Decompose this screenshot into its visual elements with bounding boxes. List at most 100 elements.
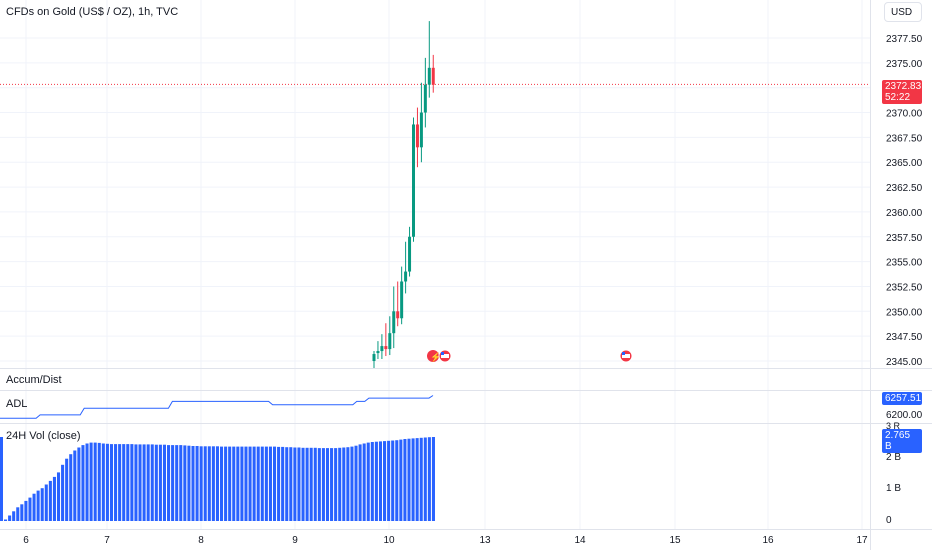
candle[interactable]	[372, 351, 376, 368]
volume-bar	[142, 444, 146, 521]
accum-dist-title[interactable]: Accum/Dist	[6, 374, 62, 386]
candle[interactable]	[396, 281, 400, 327]
candle-body	[408, 236, 412, 272]
candle[interactable]	[431, 54, 435, 93]
candle-body	[400, 281, 404, 319]
volume-bar	[366, 442, 370, 521]
time-axis-label: 9	[292, 535, 298, 546]
price-tick-label: 2377.50	[886, 34, 923, 45]
candle[interactable]	[384, 323, 388, 357]
volume-bar	[305, 447, 309, 521]
volume-bar	[73, 450, 77, 521]
volume-bar	[28, 497, 32, 521]
volume-bar	[56, 472, 61, 521]
candle-body	[396, 311, 400, 319]
currency-button[interactable]: USD	[884, 2, 922, 22]
volume-bar	[150, 444, 154, 521]
volume-bar	[297, 447, 301, 521]
candle[interactable]	[423, 57, 427, 128]
volume-bar	[362, 443, 366, 521]
us-flag-event-icon-stripe	[622, 354, 630, 358]
us-flag-event-icon-stripe	[441, 354, 449, 358]
volume-bar	[52, 476, 56, 521]
volume-bar	[40, 488, 44, 521]
candle[interactable]	[388, 316, 392, 356]
candle[interactable]	[419, 82, 423, 163]
adl-partial-tick-label: 3 R	[886, 421, 901, 431]
volume-bar	[407, 438, 411, 521]
volume-bar	[342, 447, 346, 521]
volume-bar	[114, 444, 118, 521]
price-tick-label: 2347.50	[886, 332, 923, 343]
volume-bar	[354, 445, 358, 521]
price-tick-label: 2360.00	[886, 208, 923, 219]
volume-bar	[399, 439, 403, 521]
dividend-event-icon[interactable]	[427, 350, 439, 362]
time-axis-label: 17	[856, 535, 868, 546]
price-tick-label: 2362.50	[886, 183, 923, 194]
volume-bar	[105, 443, 109, 521]
candle[interactable]	[376, 341, 380, 360]
volume-bar	[65, 458, 69, 521]
time-axis-label: 14	[574, 535, 586, 546]
volume-bar	[44, 484, 48, 521]
candle-body	[380, 346, 384, 352]
candle-body	[427, 67, 431, 85]
volume-bar	[20, 504, 24, 521]
volume-bar	[93, 442, 97, 521]
volume-bar	[191, 446, 195, 521]
volume-bar	[374, 441, 378, 521]
volume-bar	[211, 446, 215, 521]
candle[interactable]	[415, 107, 419, 168]
volume-bar	[285, 447, 289, 521]
volume-bar	[8, 515, 12, 521]
volume-bar	[321, 448, 325, 521]
volume-bar	[81, 445, 85, 521]
volume-bar	[16, 507, 20, 521]
candle[interactable]	[380, 334, 384, 360]
volume-bar	[411, 438, 415, 521]
volume-bar	[427, 437, 431, 521]
candle-body	[404, 271, 408, 282]
volume-bar	[419, 437, 423, 521]
volume-value-tag: 2.765 B	[882, 429, 922, 453]
volume-bar	[36, 490, 40, 521]
volume-bar	[61, 464, 65, 521]
candle-body	[412, 124, 415, 237]
symbol-title[interactable]: CFDs on Gold (US$ / OZ), 1h, TVC	[6, 6, 179, 18]
candle[interactable]	[408, 226, 412, 277]
time-axis-label: 7	[104, 535, 110, 546]
price-tick-label: 2350.00	[886, 307, 923, 318]
us-flag-event-icon-canton	[441, 352, 444, 355]
adl-title[interactable]: ADL	[6, 398, 28, 410]
candle[interactable]	[427, 21, 431, 98]
volume-bar	[183, 445, 187, 521]
price-tick-label: 2367.50	[886, 133, 923, 144]
volume-bar	[158, 444, 162, 521]
volume-bar	[203, 446, 207, 521]
volume-bar	[378, 441, 382, 521]
volume-bar	[195, 446, 199, 521]
volume-title[interactable]: 24H Vol (close)	[6, 430, 81, 442]
candle[interactable]	[392, 286, 396, 349]
candle[interactable]	[404, 241, 408, 294]
volume-bar	[85, 443, 89, 521]
current-price-value: 2372.83	[885, 81, 922, 92]
volume-bar	[383, 441, 387, 521]
volume-bar	[248, 446, 252, 521]
candle[interactable]	[400, 266, 404, 325]
volume-bar	[69, 454, 73, 521]
volume-bar	[313, 447, 317, 521]
volume-bar	[431, 437, 435, 521]
volume-bar	[350, 446, 354, 521]
candle[interactable]	[412, 117, 415, 242]
volume-bar	[134, 444, 138, 521]
time-axis-label: 6	[23, 535, 29, 546]
volume-bar	[277, 446, 281, 521]
volume-bar	[346, 447, 350, 521]
price-tick-label: 2370.00	[886, 109, 923, 120]
volume-bar	[317, 448, 321, 521]
volume-bar	[97, 442, 101, 521]
volume-bar	[264, 446, 268, 521]
